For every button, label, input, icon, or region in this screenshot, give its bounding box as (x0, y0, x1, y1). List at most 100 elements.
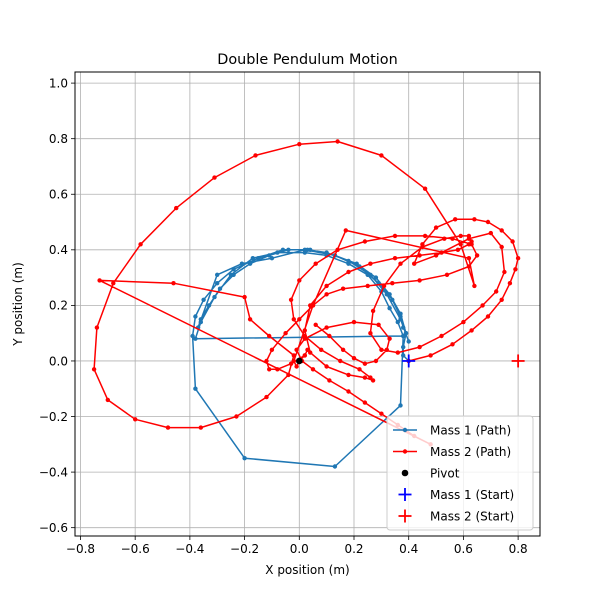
x-tick-label: −0.8 (66, 542, 95, 556)
data-point (291, 317, 296, 322)
x-tick-label: 0.0 (290, 542, 309, 556)
data-point (466, 256, 472, 261)
data-point (499, 297, 504, 302)
data-point (297, 278, 302, 283)
data-point (286, 372, 291, 378)
series-2 (91, 139, 521, 447)
data-point (417, 253, 422, 258)
data-point (412, 261, 417, 266)
data-point (302, 250, 307, 255)
data-point (267, 333, 272, 339)
data-point (324, 364, 329, 369)
data-point (275, 250, 280, 255)
chart-title: Double Pendulum Motion (217, 52, 397, 68)
data-point (485, 314, 491, 319)
data-point (362, 375, 368, 380)
data-point (370, 378, 376, 383)
x-axis-label: X position (m) (265, 563, 349, 577)
data-point (340, 347, 346, 352)
data-point (362, 239, 368, 244)
data-point (368, 375, 373, 380)
data-point (308, 247, 313, 252)
data-point (288, 297, 294, 302)
data-point (217, 286, 223, 291)
legend-entry: Mass 2 (Start) (398, 509, 514, 523)
plot-frame (74, 71, 541, 537)
data-point (138, 242, 143, 247)
data-point (444, 272, 450, 277)
data-point (212, 175, 217, 180)
data-point (91, 367, 97, 372)
y-tick-label: −0.6 (39, 521, 68, 535)
data-point (401, 333, 406, 339)
legend-label: Mass 1 (Start) (430, 488, 514, 502)
data-point (398, 403, 403, 408)
data-point (267, 253, 272, 258)
data-point (403, 331, 409, 336)
data-point (450, 236, 455, 241)
legend-entry: Mass 1 (Path) (393, 423, 511, 437)
data-point (455, 247, 461, 252)
data-point (453, 217, 458, 222)
data-point (401, 325, 406, 330)
legend-entry: Pivot (401, 466, 460, 480)
x-tick-label: 0.2 (344, 542, 363, 556)
data-point (269, 347, 275, 352)
data-point (510, 239, 515, 244)
data-point (362, 400, 368, 405)
data-point (458, 233, 463, 239)
data-point (472, 217, 477, 222)
data-point (308, 350, 313, 355)
data-point (392, 233, 398, 239)
data-point (398, 261, 403, 266)
data-point (513, 267, 518, 272)
data-point (310, 367, 316, 372)
y-axis-label: Y position (m) (11, 262, 25, 347)
data-point (379, 347, 384, 352)
x-tick-label: 0.8 (509, 542, 528, 556)
data-point (401, 353, 406, 358)
data-point (469, 328, 474, 333)
data-point (376, 322, 381, 327)
data-point (242, 456, 247, 461)
data-point (297, 142, 302, 147)
data-point (387, 336, 392, 341)
data-point (439, 333, 444, 339)
data-point (398, 311, 403, 316)
data-point (291, 358, 296, 364)
data-point (474, 253, 480, 258)
y-tick-label: 0.6 (49, 188, 68, 202)
data-point (365, 283, 370, 289)
legend-label: Mass 2 (Path) (430, 445, 511, 459)
data-point (228, 272, 234, 277)
data-point (346, 261, 351, 266)
data-point (111, 281, 116, 286)
data-point (231, 267, 236, 272)
data-point (472, 283, 477, 289)
data-point (269, 256, 275, 261)
data-point (373, 358, 379, 364)
data-point (343, 228, 348, 233)
data-point (105, 397, 111, 403)
data-point (395, 319, 400, 325)
data-point (250, 256, 255, 261)
data-point (390, 297, 395, 302)
data-point (507, 281, 513, 286)
data-point (488, 230, 493, 236)
y-tick-label: 0.2 (49, 299, 68, 313)
y-tick-label: −0.4 (39, 465, 68, 479)
x-tick-label: −0.6 (121, 542, 150, 556)
data-point (346, 372, 351, 378)
data-point (433, 225, 439, 230)
data-point (242, 294, 247, 300)
data-point (234, 414, 239, 419)
x-tick-label: 0.4 (399, 542, 418, 556)
data-point (461, 319, 466, 325)
data-point (165, 425, 171, 430)
data-point (280, 247, 286, 252)
data-point (286, 247, 291, 252)
data-point (368, 331, 373, 336)
data-point (212, 294, 217, 300)
start-marker (511, 354, 525, 368)
